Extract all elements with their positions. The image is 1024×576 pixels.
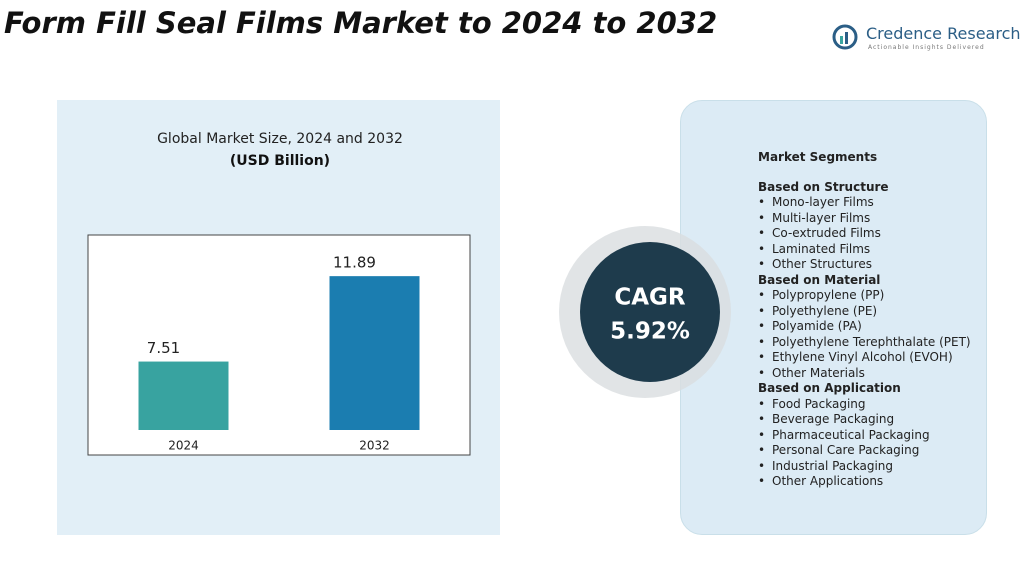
segments-title: Market Segments [758, 150, 878, 164]
segment-item: Polyethylene Terephthalate (PET) [758, 335, 971, 351]
segment-item: Pharmaceutical Packaging [758, 428, 971, 444]
segments: Market Segments Based on StructureMono-la… [758, 150, 971, 490]
segment-heading: Based on Application [758, 381, 901, 395]
segment-heading: Based on Material [758, 272, 881, 287]
bar [138, 361, 229, 430]
cagr-value: 5.92% [610, 319, 690, 345]
bar [329, 276, 420, 430]
segment-item: Other Applications [758, 474, 971, 490]
chart-title: Global Market Size, 2024 and 2032 [157, 131, 403, 147]
chart-subtitle: (USD Billion) [230, 153, 330, 169]
logo-icon [832, 24, 858, 50]
x-tick-label: 2032 [359, 439, 390, 453]
cagr-circle [580, 242, 720, 382]
segment-item: Polyamide (PA) [758, 319, 971, 335]
segment-item: Mono-layer Films [758, 195, 971, 211]
segment-item: Polypropylene (PP) [758, 288, 971, 304]
segment-item: Other Structures [758, 257, 971, 273]
segment-item: Polyethylene (PE) [758, 304, 971, 320]
segment-item: Food Packaging [758, 397, 971, 413]
x-tick-label: 2024 [168, 439, 199, 453]
value-label: 7.51 [147, 339, 180, 357]
segment-item: Co-extruded Films [758, 226, 971, 242]
segment-item: Beverage Packaging [758, 412, 971, 428]
segment-item: Laminated Films [758, 242, 971, 258]
segment-item: Industrial Packaging [758, 459, 971, 475]
page-title: Form Fill Seal Films Market to 2024 to 2… [4, 6, 718, 40]
logo-name: Credence Research [866, 24, 1021, 43]
segment-heading: Based on Structure [758, 179, 889, 194]
segment-item: Ethylene Vinyl Alcohol (EVOH) [758, 350, 971, 366]
value-label: 11.89 [333, 254, 376, 272]
segment-item: Other Materials [758, 366, 971, 382]
logo-tagline: Actionable Insights Delivered [868, 44, 985, 51]
cagr-label: CAGR [614, 285, 686, 311]
segment-item: Personal Care Packaging [758, 443, 971, 459]
segment-item: Multi-layer Films [758, 211, 971, 227]
